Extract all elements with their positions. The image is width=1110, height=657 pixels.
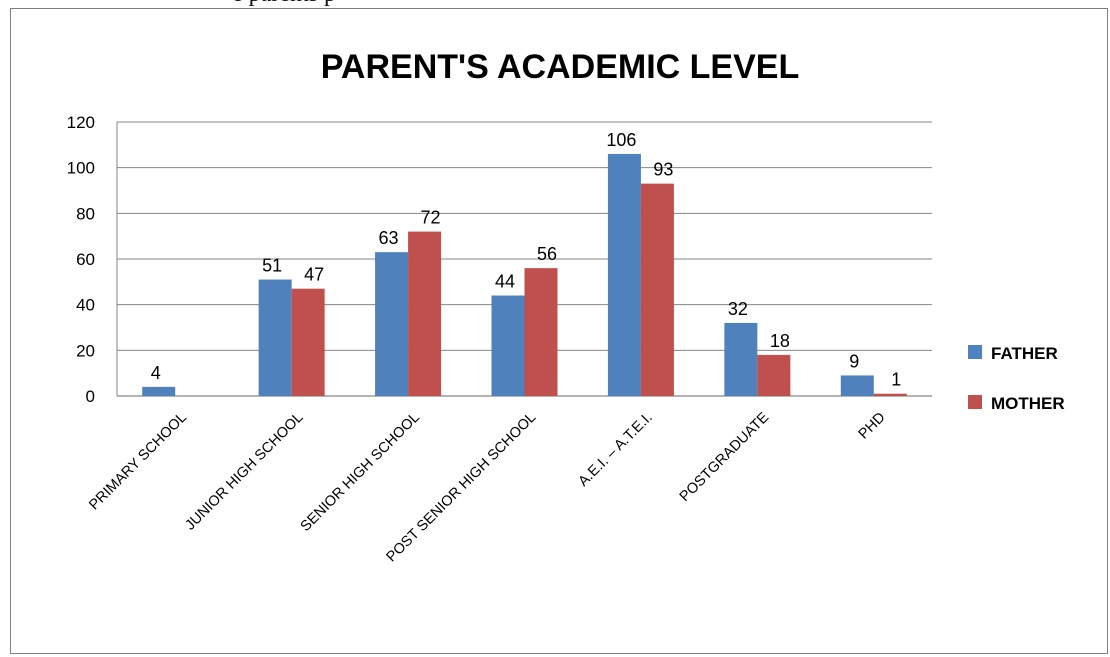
data-label-mother: 18 [770, 331, 790, 351]
y-tick-label: 100 [67, 159, 95, 178]
bar-mother [408, 231, 442, 396]
y-tick-label: 20 [76, 341, 95, 360]
bar-father [258, 279, 292, 396]
data-labels: 4 51 47 63 72 44 56 106 93 32 18 9 1 [151, 130, 902, 390]
bar-mother [757, 354, 791, 396]
data-label-father: 4 [151, 363, 161, 383]
legend-label-father: FATHER [991, 344, 1058, 363]
bar-father [142, 386, 176, 396]
caption-fragment-text: e parents p [232, 0, 336, 8]
data-label-father: 51 [262, 256, 282, 276]
bar-father [491, 295, 525, 396]
bar-mother [291, 288, 325, 396]
data-label-mother: 72 [421, 208, 441, 228]
x-category-label: PRIMARY SCHOOL [86, 410, 190, 514]
bar-mother [640, 183, 674, 396]
legend-label-mother: MOTHER [991, 394, 1065, 413]
data-label-mother: 56 [537, 244, 557, 264]
data-label-father: 106 [606, 130, 636, 150]
chart-frame [10, 8, 1108, 654]
y-tick-label: 0 [86, 387, 95, 406]
x-category-label: SENIOR HIGH SCHOOL [298, 410, 423, 535]
bars [142, 153, 907, 396]
bar-father [375, 252, 409, 396]
legend: FATHER MOTHER [968, 344, 1065, 413]
x-category-label: JUNIOR HIGH SCHOOL [182, 410, 306, 534]
y-axis-ticks: 0 20 40 60 80 100 120 [67, 113, 95, 406]
data-label-mother: 93 [653, 160, 673, 180]
y-tick-label: 40 [76, 296, 95, 315]
legend-swatch-father [968, 345, 982, 359]
data-label-father: 32 [728, 299, 748, 319]
bar-mother [873, 393, 907, 396]
legend-swatch-mother [968, 395, 982, 409]
bar-father [607, 153, 641, 396]
x-category-label: POSTGRADUATE [677, 409, 773, 505]
caption-fragment: e parents p [0, 0, 560, 8]
y-tick-label: 60 [76, 250, 95, 269]
y-tick-label: 120 [67, 113, 95, 132]
x-category-label: A.E.I. – A.T.E.I. [575, 410, 655, 490]
y-tick-label: 80 [76, 204, 95, 223]
chart-title: PARENT'S ACADEMIC LEVEL [321, 48, 799, 86]
data-label-father: 9 [849, 351, 859, 371]
bar-father [840, 375, 874, 396]
bar-mother [524, 268, 558, 396]
data-label-mother: 47 [304, 265, 324, 285]
data-label-mother: 1 [891, 370, 901, 390]
data-label-father: 63 [379, 228, 399, 248]
data-label-father: 44 [495, 272, 515, 292]
x-category-label: PHD [856, 410, 889, 443]
bar-father [724, 322, 758, 396]
